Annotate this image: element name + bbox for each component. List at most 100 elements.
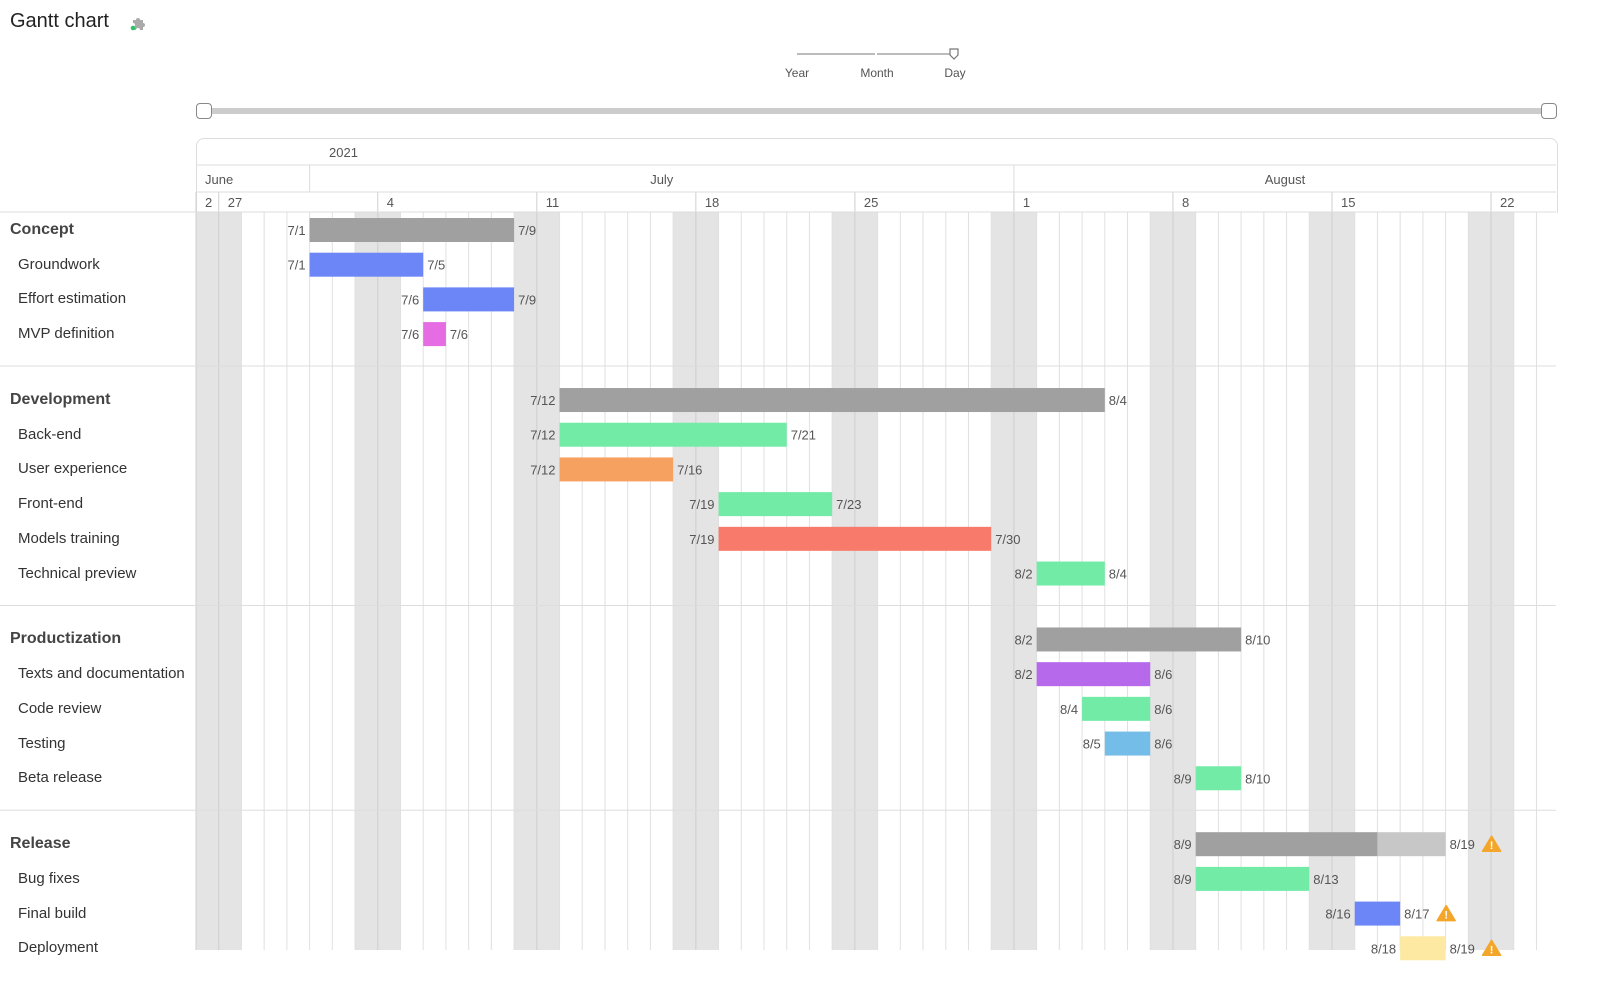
task-label[interactable]: Texts and documentation: [18, 665, 185, 683]
bar-start-label: 7/19: [689, 532, 714, 547]
zoom-track-right: [877, 53, 955, 55]
time-range-track[interactable]: [203, 108, 1549, 114]
weekend-band: [514, 212, 537, 950]
task-label[interactable]: Groundwork: [18, 255, 100, 273]
bar-end-label: 8/6: [1154, 702, 1172, 717]
month-label: June: [205, 172, 233, 187]
bar-start-label: 8/9: [1174, 837, 1192, 852]
bar-end-label: 8/17: [1404, 907, 1429, 922]
bar-start-label: 8/9: [1174, 872, 1192, 887]
bar-end-label: 8/6: [1154, 737, 1172, 752]
task-label[interactable]: Beta release: [18, 769, 103, 787]
bar-start-label: 8/9: [1174, 771, 1192, 786]
timeline-header: [196, 138, 1558, 213]
month-label: July: [650, 172, 674, 187]
weekend-band: [1468, 212, 1492, 950]
warning-icon-mark: !: [1490, 944, 1494, 956]
task-bar: [1195, 766, 1242, 791]
weekend-band: [1491, 212, 1514, 950]
zoom-level-slider[interactable]: Year Month Day: [770, 44, 990, 84]
task-bar: [718, 492, 833, 517]
bar-start-label: 7/19: [689, 497, 714, 512]
page-title: Gantt chart: [10, 10, 109, 32]
task-label[interactable]: Testing: [18, 734, 66, 752]
month-label: August: [1265, 172, 1306, 187]
task-label[interactable]: Back-end: [18, 425, 82, 443]
bar-start-label: 8/2: [1015, 567, 1033, 582]
bar-end-label: 8/13: [1313, 872, 1338, 887]
weekend-band: [1332, 212, 1355, 950]
weekend-band: [218, 212, 242, 950]
bar-end-label: 7/23: [836, 497, 861, 512]
task-bar: [559, 457, 674, 482]
puzzle-icon[interactable]: [129, 14, 147, 32]
bar-start-label: 8/16: [1325, 907, 1350, 922]
zoom-label-month[interactable]: Month: [860, 66, 894, 80]
zoom-label-year[interactable]: Year: [784, 66, 810, 80]
bar-start-label: 8/2: [1015, 632, 1033, 647]
week-tick-label: 22: [1500, 195, 1514, 210]
task-label[interactable]: Deployment: [18, 939, 99, 957]
week-tick-label: 27: [228, 195, 242, 210]
bar-start-label: 8/4: [1060, 702, 1078, 717]
zoom-label-day[interactable]: Day: [944, 66, 966, 80]
bar-end-label: 8/10: [1245, 632, 1270, 647]
task-bar: [1036, 561, 1105, 586]
task-label[interactable]: Bug fixes: [18, 869, 80, 887]
task-label[interactable]: Effort estimation: [18, 290, 127, 308]
task-label[interactable]: Models training: [18, 529, 120, 547]
bar-end-label: 7/9: [518, 292, 536, 307]
task-bar: [1195, 866, 1310, 891]
group-label[interactable]: Concept: [10, 221, 74, 238]
weekend-band: [377, 212, 401, 950]
week-tick-label: 4: [387, 195, 394, 210]
week-tick-label: 15: [1341, 195, 1355, 210]
task-bar: [309, 252, 424, 277]
task-label[interactable]: Technical preview: [18, 564, 137, 582]
task-label[interactable]: Code review: [18, 699, 102, 717]
task-bar: [1195, 832, 1378, 857]
group-label[interactable]: Productization: [10, 630, 122, 648]
weekend-band: [991, 212, 1014, 950]
weekend-band: [355, 212, 378, 950]
zoom-track-left: [797, 53, 875, 55]
task-bar: [1082, 696, 1151, 721]
bar-start-label: 7/6: [401, 327, 419, 342]
weekend-band: [695, 212, 719, 950]
week-tick-label: 8: [1182, 195, 1189, 210]
task-bar: [423, 322, 446, 347]
task-bar: [309, 218, 515, 242]
task-label[interactable]: User experience: [18, 460, 128, 478]
bar-start-label: 7/1: [288, 258, 306, 273]
bar-end-label: 7/21: [791, 428, 816, 443]
task-label[interactable]: Final build: [18, 904, 87, 922]
bar-end-label: 8/4: [1109, 567, 1127, 582]
bar-end-label: 8/19: [1450, 837, 1475, 852]
bar-start-label: 7/1: [288, 223, 306, 238]
task-bar: [1036, 627, 1242, 652]
bar-start-label: 8/5: [1083, 737, 1101, 752]
bar-end-label: 7/16: [677, 462, 702, 477]
bar-end-label: 8/4: [1109, 393, 1127, 408]
bar-start-label: 7/12: [530, 393, 555, 408]
bar-end-label: 7/9: [518, 223, 536, 238]
bar-start-label: 7/12: [530, 428, 555, 443]
task-bar: [1104, 731, 1151, 756]
weekend-band: [1309, 212, 1332, 950]
task-label[interactable]: Front-end: [18, 495, 84, 513]
task-bar: [423, 287, 515, 312]
group-label[interactable]: Release: [10, 835, 71, 853]
weekend-band: [536, 212, 560, 950]
bar-start-label: 8/18: [1371, 941, 1396, 956]
week-tick-label: 2: [205, 195, 212, 210]
group-label[interactable]: Development: [10, 391, 111, 409]
week-tick-label: 25: [864, 195, 878, 210]
task-label[interactable]: MVP definition: [18, 325, 115, 343]
range-handle-start[interactable]: [196, 103, 212, 119]
bar-start-label: 8/2: [1015, 667, 1033, 682]
warning-icon: [1436, 904, 1456, 922]
range-handle-end[interactable]: [1541, 103, 1557, 119]
zoom-thumb[interactable]: [949, 48, 959, 60]
bar-end-label: 7/5: [427, 258, 445, 273]
